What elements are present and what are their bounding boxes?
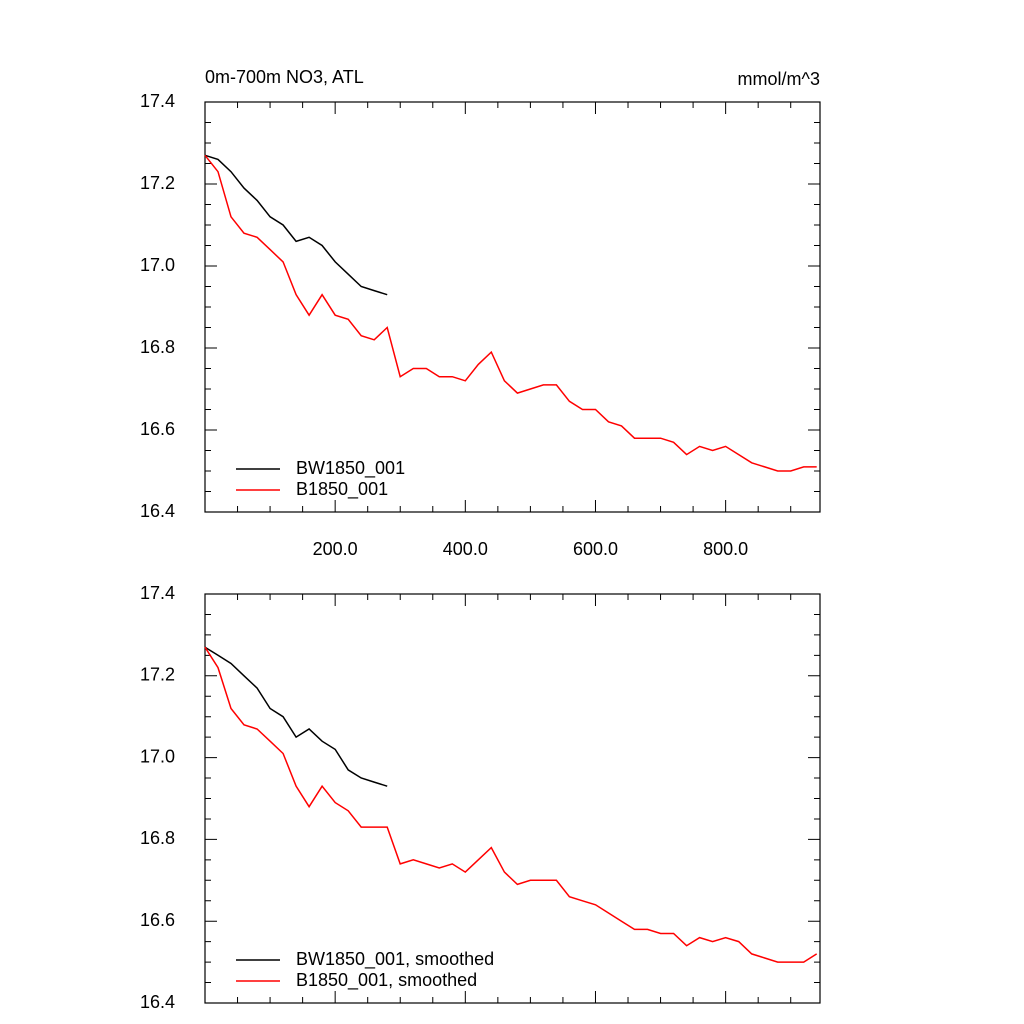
y-tick-label: 16.4 <box>140 992 175 1012</box>
data-line <box>204 646 388 787</box>
y-tick-label: 17.0 <box>140 746 175 766</box>
y-tick-label: 16.6 <box>140 419 175 439</box>
chart-units: mmol/m^3 <box>738 69 820 89</box>
data-line <box>204 154 388 296</box>
y-tick-label: 16.6 <box>140 910 175 930</box>
plot-frame <box>204 593 821 1004</box>
data-line <box>204 154 817 472</box>
chart-title: 0m-700m NO3, ATL <box>205 67 364 87</box>
legend-label: BW1850_001 <box>296 458 405 479</box>
y-tick-label: 17.2 <box>140 173 175 193</box>
x-tick-label: 800.0 <box>703 539 748 559</box>
y-tick-label: 16.8 <box>140 337 175 357</box>
plot-frame <box>204 101 821 513</box>
y-tick-label: 16.8 <box>140 828 175 848</box>
y-tick-label: 16.4 <box>140 501 175 521</box>
y-tick-label: 17.0 <box>140 255 175 275</box>
x-tick-label: 200.0 <box>313 539 358 559</box>
x-tick-label: 600.0 <box>573 539 618 559</box>
data-line <box>204 646 818 963</box>
legend-label: BW1850_001, smoothed <box>296 949 494 970</box>
y-tick-label: 17.4 <box>140 583 175 603</box>
legend-label: B1850_001, smoothed <box>296 970 477 991</box>
legend-label: B1850_001 <box>296 479 388 500</box>
y-tick-label: 17.4 <box>140 91 175 111</box>
y-tick-label: 17.2 <box>140 665 175 685</box>
x-tick-label: 400.0 <box>443 539 488 559</box>
